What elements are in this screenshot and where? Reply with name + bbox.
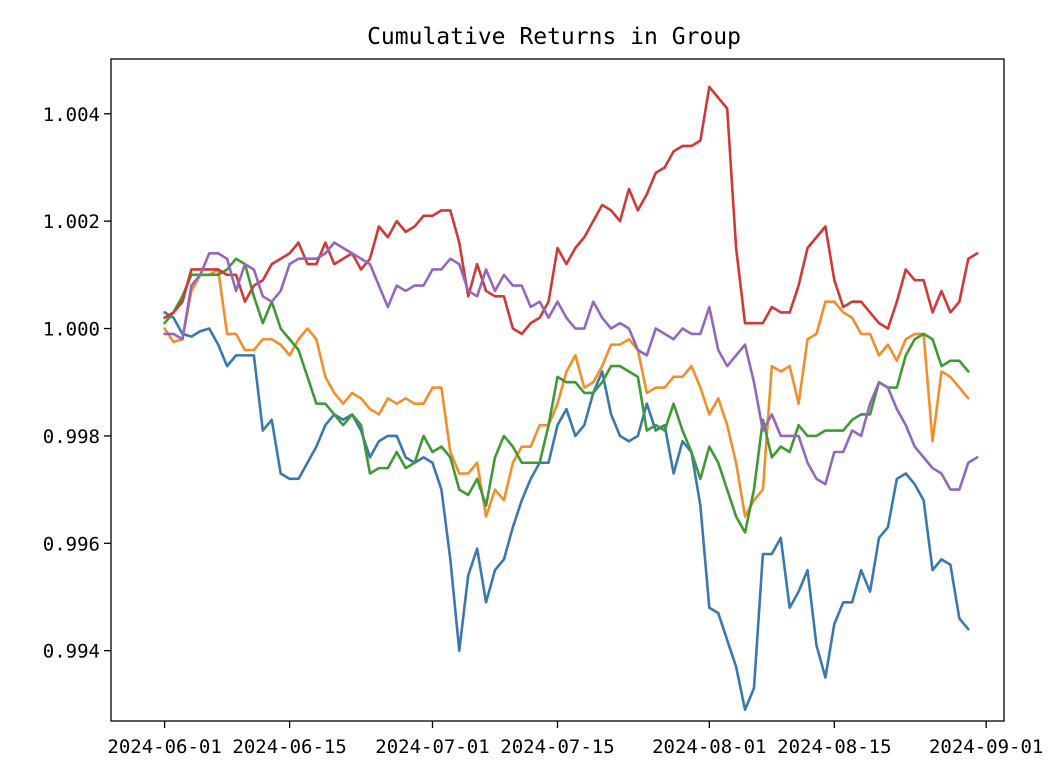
x-tick-label: 2024-08-01 [652, 736, 766, 758]
x-tick-label: 2024-08-15 [777, 736, 891, 758]
series-layer [163, 85, 979, 712]
y-tick-label: 0.998 [43, 426, 100, 448]
x-tick-label: 2024-06-15 [232, 736, 346, 758]
series-line-2 [163, 268, 970, 518]
y-tick-label: 1.000 [43, 319, 100, 341]
y-axis: 0.994 0.996 0.998 1.000 1.002 1.004 [43, 104, 111, 663]
series-line-4 [163, 85, 979, 336]
y-tick-label: 0.996 [43, 533, 100, 555]
series-line-5 [163, 241, 979, 491]
y-tick-label: 1.002 [43, 211, 100, 233]
y-tick-label: 0.994 [43, 641, 100, 663]
x-tick-label: 2024-07-15 [500, 736, 614, 758]
x-tick-label: 2024-09-01 [929, 736, 1043, 758]
x-axis: 2024-06-01 2024-06-15 2024-07-01 2024-07-15… [107, 721, 1043, 758]
x-tick-label: 2024-06-01 [107, 736, 221, 758]
x-tick-label: 2024-07-01 [375, 736, 489, 758]
series-line-3 [163, 257, 970, 534]
plot-frame [110, 58, 1005, 722]
y-tick-label: 1.004 [43, 104, 100, 126]
chart-title: Cumulative Returns in Group [367, 24, 741, 50]
series-line-1 [163, 311, 970, 712]
